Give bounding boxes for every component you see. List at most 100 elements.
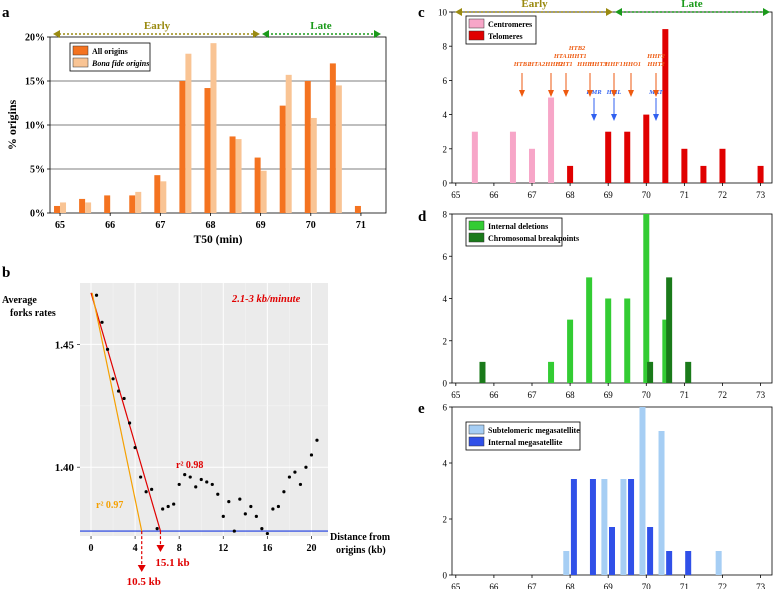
y-tick-label: 2	[443, 515, 448, 525]
locus-arrow-head	[611, 114, 617, 121]
gene-arrow-head	[587, 90, 593, 97]
data-point	[133, 445, 137, 450]
y-tick-label: 0	[443, 179, 448, 189]
gene-arrow-head	[548, 90, 554, 97]
legend-swatch	[72, 57, 89, 68]
x-tick-label: 4	[133, 543, 138, 554]
data-point	[122, 396, 126, 401]
bar-centromeres	[509, 131, 516, 183]
x-tick-label: 71	[680, 190, 689, 200]
bar-all-origins	[254, 157, 261, 213]
x-tick-label: 69	[604, 390, 614, 400]
late-arrow-head	[374, 30, 381, 38]
data-point	[116, 389, 121, 393]
r2-label-orange: r² 0.97	[96, 500, 123, 511]
data-point	[243, 512, 247, 516]
bar-telomeres	[605, 131, 612, 183]
late-label: Late	[310, 20, 332, 32]
x-tick-label: 12	[218, 543, 228, 554]
bar-internal-megasatellite	[666, 551, 673, 575]
fit-line-orange	[91, 292, 143, 532]
data-point	[111, 377, 115, 381]
y-tick-label: 6	[443, 403, 448, 413]
r2-label-red: r² 0.98	[176, 460, 203, 471]
late-arrow-head	[763, 8, 770, 16]
data-point	[194, 485, 198, 489]
legend-swatch	[468, 232, 485, 243]
y-tick-label: 15%	[25, 77, 45, 88]
bar-all-origins	[279, 105, 286, 213]
data-point	[210, 482, 214, 487]
legend-entry: Telomeres	[488, 32, 523, 41]
x-tick-label: 65	[55, 220, 65, 231]
y-tick-label: 5%	[30, 165, 45, 176]
bar-subtelomeric-megasatellite	[715, 551, 722, 575]
x-tick-label: 67	[528, 582, 538, 589]
bar-all-origins	[154, 175, 161, 213]
histone-gene-label: HHF1	[604, 61, 623, 68]
bar-all-origins	[79, 198, 86, 213]
plot-bg	[80, 283, 328, 536]
bar-all-origins	[354, 205, 361, 213]
early-arrow-head	[53, 30, 60, 38]
legend-swatch	[468, 18, 485, 29]
data-point	[183, 472, 187, 477]
x-tick-label: 67	[528, 390, 538, 400]
y-tick-label: 0	[443, 571, 448, 581]
y-tick-label: 6	[443, 252, 448, 262]
x-tick-label: 70	[306, 220, 316, 231]
intercept-arrow-head	[156, 545, 165, 552]
x-tick-label: 67	[528, 190, 538, 200]
data-point	[139, 475, 143, 479]
data-point	[216, 492, 220, 496]
x-tick-label: 72	[718, 190, 727, 200]
data-point	[249, 504, 253, 509]
x-tick-label: 67	[155, 220, 165, 231]
late-arrow-head	[262, 30, 269, 38]
y-tick-label: 1.40	[55, 462, 75, 474]
bar-bona-fide	[210, 43, 217, 213]
bar-all-origins	[304, 81, 311, 213]
y-tick-label: 0	[443, 379, 448, 389]
bar-chromosomal-breakpoints	[666, 277, 673, 383]
bar-internal-megasatellite	[685, 551, 692, 575]
panel-letter-b: b	[2, 265, 10, 281]
data-point	[205, 480, 209, 484]
histone-gene-label: HHT2	[646, 61, 665, 68]
x-tick-label: 69	[256, 220, 266, 231]
x-tick-label: 65	[451, 582, 461, 589]
histone-gene-label: HHO1	[622, 61, 641, 68]
bar-bona-fide	[235, 139, 242, 213]
locus-arrow-head	[591, 114, 597, 121]
bar-subtelomeric-megasatellite	[639, 407, 646, 575]
legend-entry: Centromeres	[488, 20, 532, 29]
x-tick-label: 65	[451, 190, 461, 200]
chart-title: forks rates	[10, 308, 56, 319]
bar-internal-megasatellite	[647, 527, 654, 575]
x-tick-label: 65	[451, 390, 461, 400]
x-tick-label: 70	[642, 390, 652, 400]
x-tick-label: 66	[105, 220, 115, 231]
late-label: Late	[681, 0, 703, 10]
bar-telomeres	[567, 165, 574, 183]
early-label: Early	[521, 0, 548, 10]
legend-box	[465, 421, 581, 451]
histone-gene-label: HTA2HHF2	[528, 61, 564, 68]
y-tick-label: 2	[443, 144, 448, 154]
legend-swatch	[468, 424, 485, 435]
data-point	[293, 470, 297, 474]
data-point	[150, 487, 154, 491]
panel-b-chart: 1.40 1.45 0 4 8 12 16 20 Average forks rates 2.1-3…	[2, 283, 391, 588]
histone-gene-label: HHT3	[588, 61, 607, 68]
bar-internal-deletions	[605, 298, 612, 383]
data-point	[276, 504, 280, 509]
late-arrow-head	[615, 8, 622, 16]
x-axis-label: Distance from	[330, 532, 391, 543]
data-point	[105, 347, 110, 351]
panel-letter-d: d	[418, 209, 427, 225]
data-point	[100, 320, 104, 324]
y-tick-label: 20%	[25, 33, 45, 44]
data-point	[315, 438, 319, 442]
